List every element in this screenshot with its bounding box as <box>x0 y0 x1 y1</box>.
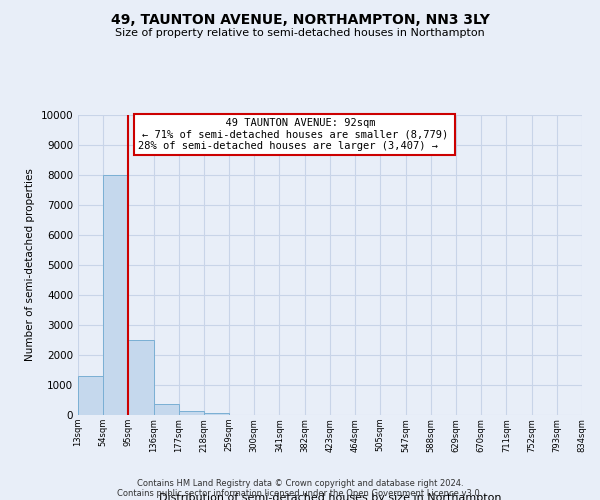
Y-axis label: Number of semi-detached properties: Number of semi-detached properties <box>25 168 35 362</box>
X-axis label: Distribution of semi-detached houses by size in Northampton: Distribution of semi-detached houses by … <box>159 494 501 500</box>
Bar <box>154 404 179 415</box>
Text: 49 TAUNTON AVENUE: 92sqm
← 71% of semi-detached houses are smaller (8,779)
28% o: 49 TAUNTON AVENUE: 92sqm ← 71% of semi-d… <box>139 118 451 151</box>
Bar <box>179 411 204 415</box>
Text: Contains HM Land Registry data © Crown copyright and database right 2024.: Contains HM Land Registry data © Crown c… <box>137 478 463 488</box>
Bar <box>78 376 103 415</box>
Bar <box>128 340 154 415</box>
Text: 49, TAUNTON AVENUE, NORTHAMPTON, NN3 3LY: 49, TAUNTON AVENUE, NORTHAMPTON, NN3 3LY <box>110 12 490 26</box>
Text: Size of property relative to semi-detached houses in Northampton: Size of property relative to semi-detach… <box>115 28 485 38</box>
Text: Contains public sector information licensed under the Open Government Licence v3: Contains public sector information licen… <box>118 488 482 498</box>
Bar <box>204 412 229 415</box>
Bar <box>103 175 128 415</box>
